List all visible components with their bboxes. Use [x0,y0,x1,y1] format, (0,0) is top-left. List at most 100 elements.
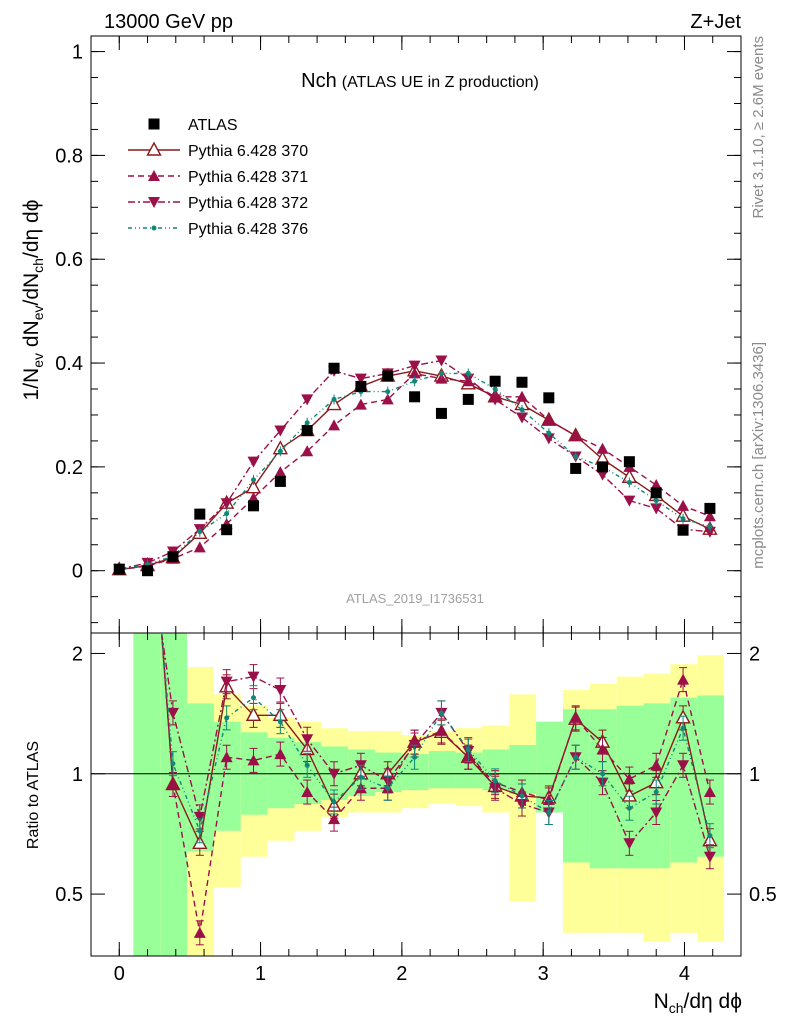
main-point [519,407,525,413]
ratio-point [166,778,179,790]
band-green [562,709,590,863]
ratio-point [519,793,525,799]
main-point [623,495,636,507]
main-point [274,466,287,478]
ratio-ytick-label: 2 [72,643,83,665]
main-point [462,373,475,385]
tick-layer: 0 0.2 0.4 0.6 0.8 1 0.5 0.5 1 1 2 2 0 1 2 3 4 [55,36,777,985]
ratio-point [220,676,233,688]
ratio-series-line [160,632,711,836]
ratio-point [623,773,636,785]
ratio-point [623,838,636,850]
main-point [274,425,287,437]
data-point [516,376,528,388]
ratio-point [465,747,471,753]
main-series-line [119,359,710,570]
ratio-point [596,743,609,755]
ratio-point [170,761,176,767]
header-right: Z+Jet [690,11,741,33]
ratio-point [546,810,552,816]
band-green [267,737,295,809]
xtick-label: 3 [538,963,549,985]
main-point [193,541,206,553]
ratio-point [385,785,391,791]
main-point [408,360,421,372]
main-point [435,355,448,367]
main-point [438,370,444,376]
data-point [543,392,555,404]
ratio-point [358,774,364,780]
main-ytick-label: 0.4 [55,353,83,375]
ratio-ytick-label: 0.5 [55,884,83,906]
main-point [542,414,555,426]
data-point [328,362,340,374]
main-ytick-label: 0.6 [55,249,83,271]
data-point [409,391,421,403]
data-point [677,524,689,536]
data-point [355,380,367,392]
ratio-ylabel: Ratio to ATLAS [25,741,42,849]
legend-label: Pythia 6.428 370 [188,143,308,160]
ratio-point [331,799,337,805]
ratio-point [304,762,310,768]
main-point [569,429,582,441]
main-point [381,393,394,405]
main-point [328,419,341,431]
main-point [247,456,260,468]
main-point [385,389,391,395]
main-point [331,396,337,402]
ratio-point [224,715,230,721]
ratio-point [197,828,203,834]
main-point [277,448,283,454]
ratio-point [569,711,582,723]
ratio-point [677,760,690,772]
ratio-uncertainty-bands [133,633,725,956]
ratio-point [650,759,663,771]
ratio-point [626,805,632,811]
mcplots-label: mcplots.cern.ch [arXiv:1306.3436] [750,342,767,569]
data-point [248,500,259,512]
data-point [704,502,716,514]
ratio-point [247,671,260,683]
main-point [251,477,256,483]
ratio-series-line [160,632,711,933]
main-ytick-label: 0 [72,561,83,583]
ratio-point [301,786,314,798]
xtick-label: 4 [679,963,690,985]
ratio-frame [90,632,742,957]
legend-marker [146,141,162,156]
main-point [653,498,659,504]
data-point [142,565,154,577]
main-point [197,529,203,535]
ratio-ytick-label-right: 2 [749,643,760,665]
main-point [354,398,367,410]
ratio-ytick-label: 1 [72,764,83,786]
data-point [167,551,179,563]
legend-label: Pythia 6.428 376 [188,221,308,238]
main-point [515,412,528,424]
ratio-point [247,754,260,766]
ratio-ytick-label-right: 0.5 [749,884,777,906]
ratio-point [412,754,418,760]
main-point [492,386,498,392]
main-point [680,516,686,522]
main-point [412,378,418,384]
main-point [354,373,367,385]
ratio-point [573,754,579,760]
ratio-point [166,707,179,719]
data-point [194,508,206,520]
ratio-point [542,793,555,805]
main-point [301,394,314,406]
legend-label: Pythia 6.428 371 [188,169,308,186]
ratio-point [274,685,287,697]
ratio-point [328,768,341,780]
main-point [301,445,314,457]
legend-label: ATLAS [188,117,238,134]
ratio-point [703,851,716,863]
main-point [703,510,716,522]
main-point [542,433,555,445]
band-green [133,633,161,956]
data-point [650,487,662,499]
main-point [546,430,552,436]
